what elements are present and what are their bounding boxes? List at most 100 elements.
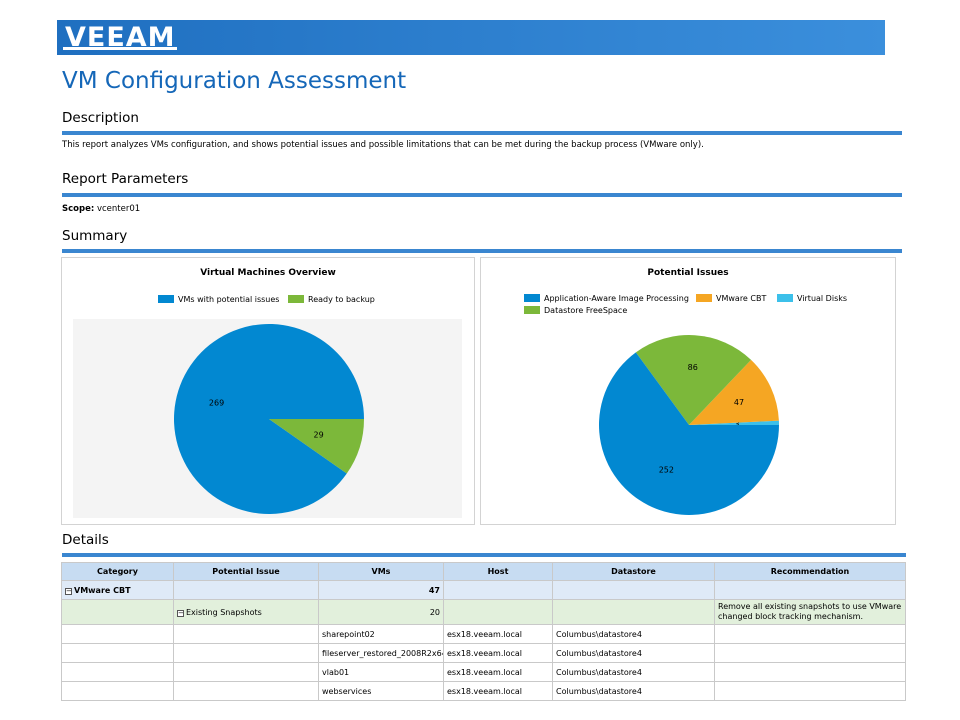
- datastore-name: Columbus\datastore4: [552, 624, 715, 644]
- recommendation-cell: Remove all existing snapshots to use VMw…: [714, 599, 906, 625]
- table-header-row: Category Potential Issue VMs Host Datast…: [61, 562, 906, 581]
- empty-cell: [173, 681, 319, 701]
- empty-cell: [552, 580, 715, 600]
- legend-swatch: [524, 294, 540, 302]
- legend-swatch: [777, 294, 793, 302]
- empty-cell: [61, 681, 174, 701]
- empty-cell: [61, 624, 174, 644]
- datastore-name: Columbus\datastore4: [552, 662, 715, 682]
- description-heading: Description: [62, 110, 139, 126]
- details-heading: Details: [62, 532, 109, 548]
- empty-cell: [173, 580, 319, 600]
- potential-issues-pie: 3 47 86 252: [599, 335, 779, 515]
- legend-item: Virtual Disks: [777, 294, 847, 303]
- vm-name: vlab01: [318, 662, 444, 682]
- legend-swatch: [696, 294, 712, 302]
- pie-slice: [689, 420, 779, 425]
- scope-value: vcenter01: [96, 204, 141, 214]
- legend-item: Ready to backup: [288, 295, 375, 304]
- chart-title: Virtual Machines Overview: [200, 268, 336, 278]
- legend-item: Datastore FreeSpace: [524, 306, 627, 315]
- column-header: VMs: [318, 562, 444, 581]
- data-label: 3: [734, 420, 739, 429]
- legend-swatch: [524, 306, 540, 314]
- description-rule: [62, 131, 902, 135]
- chart-legend: Application-Aware Image Processing VMwar…: [524, 294, 884, 320]
- page-title: VM Configuration Assessment: [62, 68, 407, 94]
- summary-heading: Summary: [62, 228, 128, 244]
- parameters-heading: Report Parameters: [62, 171, 189, 187]
- legend-label: VMware CBT: [716, 294, 767, 303]
- empty-cell: [61, 662, 174, 682]
- host-name: esx18.veeam.local: [443, 624, 553, 644]
- details-table: Category Potential Issue VMs Host Datast…: [61, 562, 906, 701]
- legend-label: Application-Aware Image Processing: [544, 294, 689, 303]
- table-row: sharepoint02 esx18.veeam.local Columbus\…: [61, 624, 906, 644]
- data-label: 29: [313, 431, 323, 440]
- host-name: esx18.veeam.local: [443, 662, 553, 682]
- empty-cell: [714, 681, 906, 701]
- table-row: fileserver_restored_2008R2x64 esx18.veea…: [61, 643, 906, 663]
- legend-label: Ready to backup: [308, 295, 375, 304]
- details-rule: [62, 553, 906, 557]
- column-header: Datastore: [552, 562, 715, 581]
- empty-cell: [61, 643, 174, 663]
- data-label: 252: [659, 466, 674, 475]
- scope-line: Scope: vcenter01: [62, 204, 140, 214]
- vm-name: webservices: [318, 681, 444, 701]
- empty-cell: [714, 580, 906, 600]
- potential-issues-chart-panel: Potential Issues Application-Aware Image…: [480, 257, 896, 525]
- vms-count: 47: [318, 580, 444, 600]
- chart-title: Potential Issues: [647, 268, 729, 278]
- description-text: This report analyzes VMs configuration, …: [62, 140, 704, 150]
- legend-label: VMs with potential issues: [178, 295, 280, 304]
- data-label: 86: [688, 363, 698, 372]
- pie-slice: [269, 419, 364, 474]
- pie-slice: [635, 335, 752, 425]
- empty-cell: [714, 643, 906, 663]
- collapse-icon[interactable]: −: [177, 608, 184, 617]
- empty-cell: [714, 624, 906, 644]
- category-name: VMware CBT: [74, 585, 131, 595]
- collapse-icon[interactable]: −: [65, 586, 72, 595]
- datastore-name: Columbus\datastore4: [552, 643, 715, 663]
- issue-group-row: − Existing Snapshots 20 Remove all existi…: [61, 599, 906, 625]
- vm-overview-pie: 269 29: [174, 324, 364, 514]
- legend-swatch: [288, 295, 304, 303]
- legend-item: Application-Aware Image Processing: [524, 294, 689, 303]
- empty-cell: [61, 599, 174, 625]
- pie-slice: [689, 359, 779, 425]
- empty-cell: [173, 662, 319, 682]
- vm-overview-chart-panel: Virtual Machines Overview VMs with poten…: [61, 257, 475, 525]
- legend-label: Datastore FreeSpace: [544, 306, 628, 315]
- header-banner: VEEAM: [57, 20, 885, 55]
- scope-label: Scope:: [62, 204, 95, 214]
- parameters-rule: [62, 193, 902, 197]
- vms-count: 20: [318, 599, 444, 625]
- table-row: vlab01 esx18.veeam.local Columbus\datast…: [61, 662, 906, 682]
- column-header: Recommendation: [714, 562, 906, 581]
- vm-name: sharepoint02: [318, 624, 444, 644]
- data-label: 47: [734, 398, 744, 407]
- issue-cell: − Existing Snapshots: [173, 599, 319, 625]
- empty-cell: [443, 599, 553, 625]
- category-cell: − VMware CBT: [61, 580, 174, 600]
- host-name: esx18.veeam.local: [443, 643, 553, 663]
- vm-name: fileserver_restored_2008R2x64: [318, 643, 444, 663]
- empty-cell: [173, 624, 319, 644]
- logo-underline: [63, 47, 177, 50]
- legend-swatch: [158, 295, 174, 303]
- empty-cell: [173, 643, 319, 663]
- legend-item: VMware CBT: [696, 294, 766, 303]
- table-row: webservices esx18.veeam.local Columbus\d…: [61, 681, 906, 701]
- column-header: Potential Issue: [173, 562, 319, 581]
- category-group-row: − VMware CBT 47: [61, 580, 906, 600]
- pie-slice: [599, 352, 779, 515]
- issue-name: Existing Snapshots: [186, 607, 262, 617]
- empty-cell: [552, 599, 715, 625]
- empty-cell: [714, 662, 906, 682]
- legend-label: Virtual Disks: [797, 294, 848, 303]
- datastore-name: Columbus\datastore4: [552, 681, 715, 701]
- legend-item: VMs with potential issues: [158, 295, 279, 304]
- column-header: Host: [443, 562, 553, 581]
